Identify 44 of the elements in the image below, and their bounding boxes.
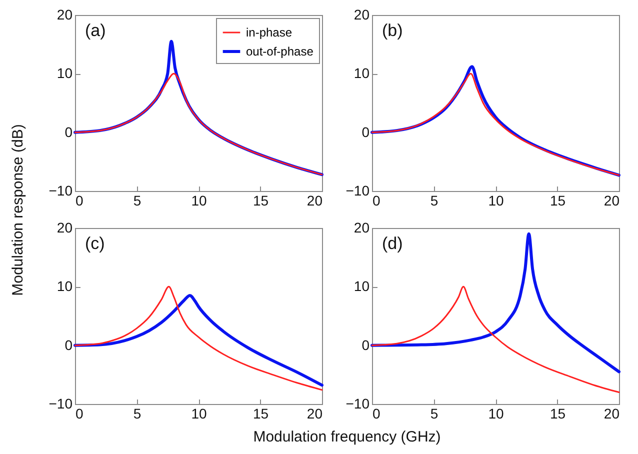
x-tick-label: 15 (550, 406, 566, 422)
x-tick-label: 5 (133, 406, 142, 422)
y-tick-label: 20 (354, 220, 370, 236)
x-tick-label: 5 (133, 192, 142, 208)
x-tick-label: 20 (604, 406, 620, 422)
x-tick-label: 10 (488, 406, 504, 422)
x-tick-label: 0 (372, 406, 380, 422)
x-tick-label: 5 (430, 406, 438, 422)
y-tick-label: 20 (56, 220, 73, 236)
y-axis-title: Modulation response (dB) (10, 124, 26, 296)
x-tick-label: 10 (191, 406, 207, 422)
y-tick-label: 0 (362, 336, 370, 353)
y-tick-label: −10 (48, 182, 73, 198)
y-tick-label: 10 (56, 278, 73, 294)
x-tick-label: 15 (550, 192, 566, 208)
x-tick-label: 5 (430, 192, 438, 208)
y-tick-label: 10 (354, 278, 370, 294)
x-tick-label: 20 (306, 192, 323, 208)
annotation: (c) (85, 234, 105, 253)
x-axis-title: Modulation frequency (GHz) (253, 428, 441, 446)
x-tick-label: 0 (372, 192, 380, 208)
y-tick-label: 0 (64, 124, 73, 140)
x-tick-label: 10 (191, 192, 207, 208)
x-tick-label: 20 (604, 192, 620, 208)
y-tick-label: 0 (64, 336, 73, 353)
annotation: (a) (85, 21, 106, 40)
x-tick-label: 15 (252, 192, 269, 208)
x-tick-label: 0 (76, 406, 84, 422)
y-tick-label: 0 (362, 124, 370, 140)
x-tick-label: 10 (488, 192, 504, 208)
annotation: (d) (382, 234, 403, 253)
y-tick-label: −10 (346, 182, 370, 198)
y-tick-label: −10 (346, 396, 370, 412)
y-tick-label: 10 (56, 65, 73, 82)
annotation: (b) (382, 21, 403, 40)
x-tick-label: 20 (306, 406, 323, 422)
legend-label: in-phase (246, 26, 292, 40)
y-tick-label: 20 (354, 6, 370, 22)
y-tick-label: −10 (48, 396, 73, 412)
x-tick-label: 0 (76, 192, 84, 208)
legend-label: out-of-phase (246, 44, 314, 58)
y-tick-label: 10 (354, 65, 370, 82)
x-tick-label: 15 (252, 406, 269, 422)
y-tick-label: 20 (56, 6, 73, 22)
